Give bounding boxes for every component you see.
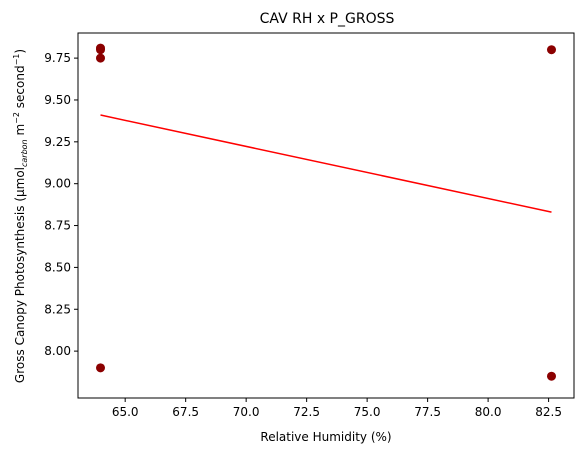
data-point: [546, 371, 556, 381]
chart-title: CAV RH x P_GROSS: [260, 11, 395, 27]
data-point: [546, 45, 556, 55]
y-tick-label: 8.00: [44, 344, 71, 358]
y-axis-label-subscript: carbon: [20, 139, 29, 167]
data-point: [96, 363, 106, 373]
ticks-layer: 65.0 67.5 70.0 72.5 75.0 77.5 80.0 82.5 8.00 8.25…: [44, 51, 562, 419]
y-axis-label-suffix: ): [13, 49, 27, 54]
y-axis-label-middle: m: [13, 124, 27, 140]
y-axis-label-sup1: −2: [12, 112, 21, 124]
x-tick-label: 72.5: [293, 405, 320, 419]
y-axis-label-group: Gross Canopy Photosynthesis (μmolcarbon …: [12, 49, 29, 383]
x-tick-label: 82.5: [535, 405, 562, 419]
y-tick-label: 8.75: [44, 219, 71, 233]
y-tick-label: 9.75: [44, 51, 71, 65]
plot-frame: [77, 32, 575, 399]
x-axis-label: Relative Humidity (%): [260, 430, 391, 444]
y-tick-label: 8.25: [44, 302, 71, 316]
points-layer: [96, 43, 556, 381]
x-tick-label: 65.0: [112, 405, 139, 419]
y-tick-label: 9.50: [44, 93, 71, 107]
y-axis-label-sup2: −1: [12, 54, 21, 66]
x-tick-label: 67.5: [172, 405, 199, 419]
trendline: [100, 114, 552, 213]
y-tick-label: 9.00: [44, 177, 71, 191]
y-tick-label: 8.50: [44, 260, 71, 274]
y-axis-label: Gross Canopy Photosynthesis (μmolcarbon …: [12, 49, 29, 383]
x-tick-label: 80.0: [475, 405, 502, 419]
y-axis-label-prefix: Gross Canopy Photosynthesis (μmol: [13, 167, 27, 383]
y-tick-label: 9.25: [44, 135, 71, 149]
data-point: [96, 43, 106, 53]
y-axis-label-middle2: second: [13, 65, 27, 112]
trendline-layer: [100, 114, 552, 213]
x-tick-label: 75.0: [354, 405, 381, 419]
x-tick-label: 77.5: [414, 405, 441, 419]
data-point: [96, 53, 106, 63]
x-tick-label: 70.0: [233, 405, 260, 419]
